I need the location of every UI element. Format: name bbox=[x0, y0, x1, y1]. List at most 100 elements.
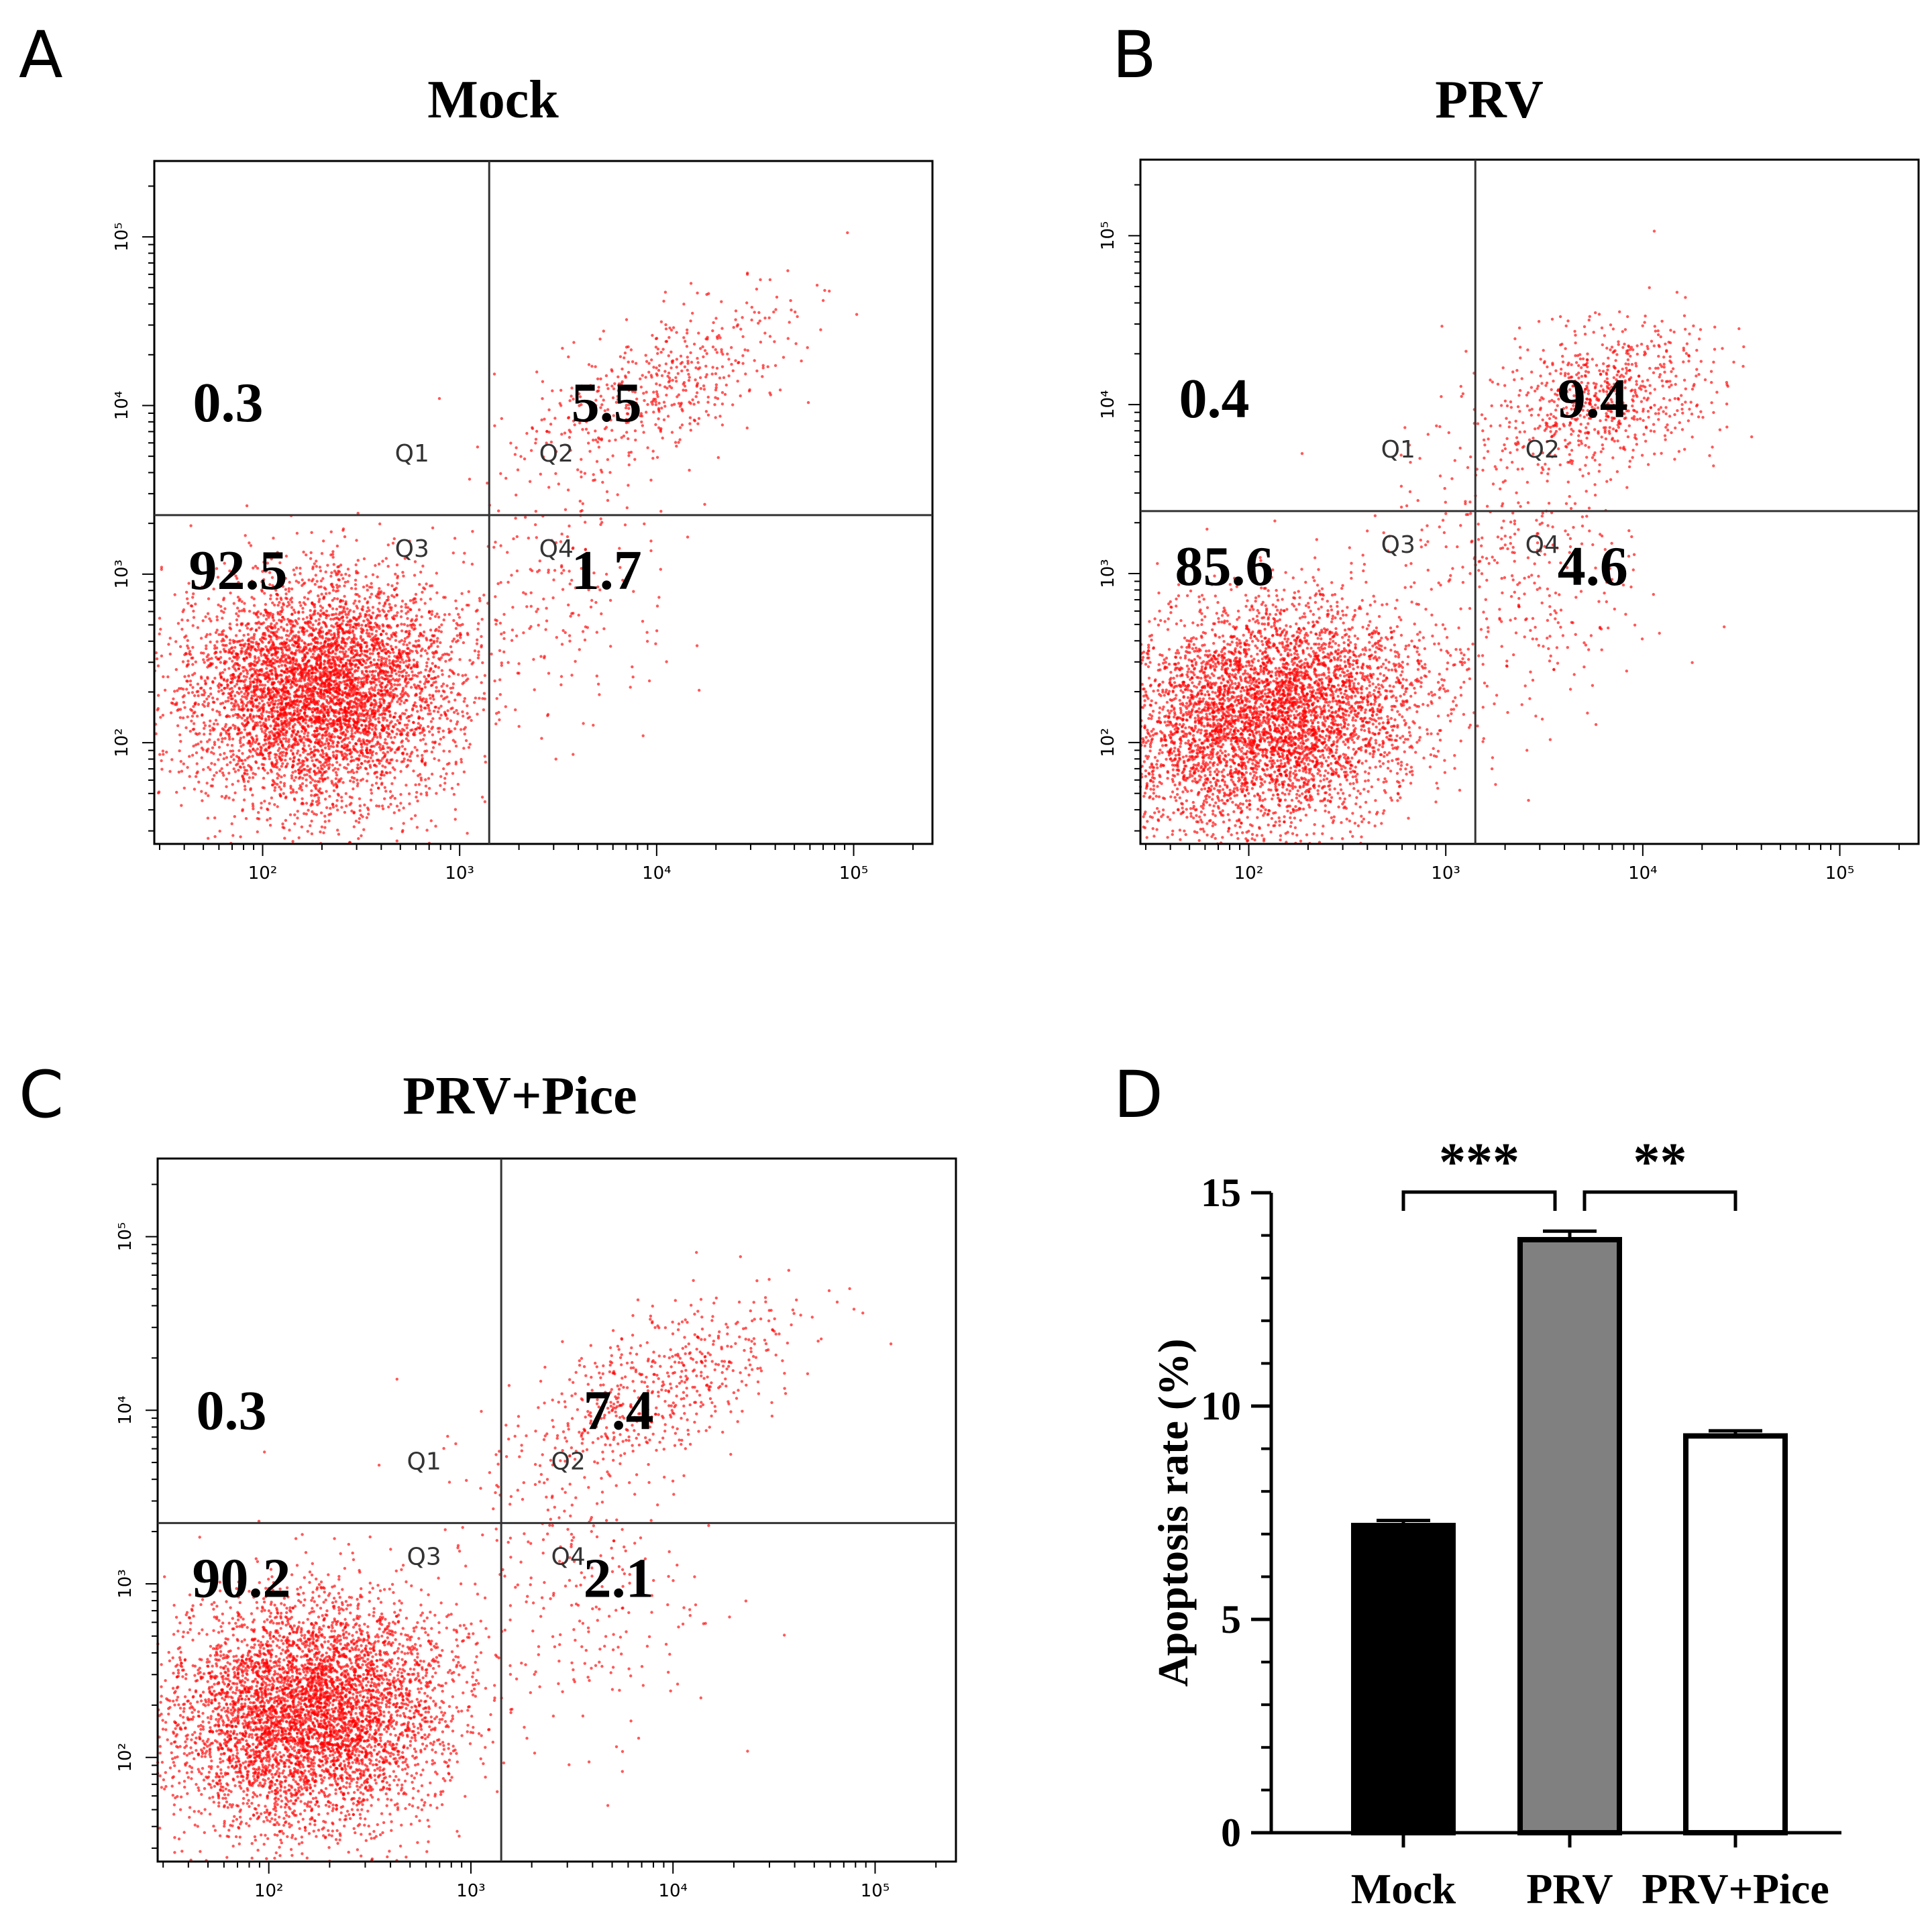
data-point bbox=[371, 688, 374, 692]
data-point bbox=[368, 652, 372, 655]
data-point bbox=[368, 613, 371, 617]
data-point bbox=[358, 754, 362, 757]
data-point bbox=[283, 663, 287, 667]
data-point bbox=[263, 800, 266, 803]
data-point bbox=[313, 665, 317, 669]
data-point bbox=[290, 651, 293, 655]
data-point bbox=[186, 602, 190, 605]
data-point bbox=[470, 718, 473, 722]
data-point bbox=[255, 661, 259, 665]
data-point bbox=[315, 681, 318, 684]
data-point bbox=[394, 645, 398, 649]
data-point bbox=[266, 771, 270, 775]
data-point bbox=[408, 755, 412, 758]
data-point bbox=[333, 684, 337, 687]
data-point bbox=[335, 586, 339, 590]
data-point bbox=[242, 735, 246, 739]
data-point bbox=[388, 606, 392, 609]
data-point bbox=[321, 653, 324, 656]
data-point bbox=[239, 745, 243, 748]
data-point bbox=[345, 669, 350, 672]
data-point bbox=[252, 771, 255, 775]
data-point bbox=[387, 761, 390, 765]
data-point bbox=[377, 655, 381, 658]
data-point bbox=[498, 718, 501, 722]
data-point bbox=[341, 529, 345, 532]
data-point bbox=[318, 790, 321, 794]
data-point bbox=[313, 610, 316, 614]
data-point bbox=[294, 733, 298, 736]
data-point bbox=[197, 780, 201, 784]
data-point bbox=[230, 701, 233, 705]
data-point bbox=[364, 654, 368, 657]
data-point bbox=[207, 765, 210, 769]
data-point bbox=[303, 748, 306, 752]
data-point bbox=[405, 671, 409, 675]
data-point bbox=[309, 664, 312, 667]
data-point bbox=[307, 643, 310, 647]
data-point bbox=[331, 607, 335, 610]
data-point bbox=[484, 760, 487, 764]
data-point bbox=[402, 643, 405, 646]
data-point bbox=[377, 562, 381, 566]
data-point bbox=[396, 611, 399, 614]
data-point bbox=[220, 609, 223, 612]
data-point bbox=[441, 729, 445, 733]
data-point bbox=[387, 680, 390, 684]
data-point bbox=[327, 765, 331, 769]
data-point bbox=[443, 777, 447, 780]
data-point bbox=[431, 733, 435, 737]
data-point bbox=[341, 781, 345, 784]
data-point bbox=[337, 669, 341, 672]
data-point bbox=[218, 769, 222, 773]
data-point bbox=[268, 635, 272, 638]
data-point bbox=[361, 672, 364, 675]
data-point bbox=[341, 714, 345, 718]
data-point bbox=[249, 680, 252, 684]
data-point bbox=[257, 811, 260, 814]
data-point bbox=[191, 691, 195, 694]
data-point bbox=[186, 619, 189, 622]
data-point bbox=[424, 706, 427, 710]
data-point bbox=[211, 662, 214, 665]
data-point bbox=[382, 709, 386, 712]
data-point bbox=[229, 692, 232, 696]
data-point bbox=[316, 748, 319, 752]
data-point bbox=[418, 583, 421, 586]
data-point bbox=[320, 708, 323, 712]
data-point bbox=[356, 681, 360, 684]
data-point bbox=[364, 669, 368, 673]
data-point bbox=[185, 680, 189, 683]
data-point bbox=[202, 768, 205, 771]
data-point bbox=[217, 633, 221, 637]
data-point bbox=[454, 599, 458, 602]
data-point bbox=[219, 672, 222, 675]
data-point bbox=[219, 650, 222, 654]
data-point bbox=[266, 818, 269, 822]
data-point bbox=[353, 670, 356, 674]
data-point bbox=[176, 622, 180, 625]
data-point bbox=[262, 743, 265, 747]
data-point bbox=[371, 611, 375, 614]
data-point bbox=[318, 787, 322, 791]
data-point bbox=[200, 790, 203, 794]
data-point bbox=[271, 661, 274, 665]
data-point bbox=[322, 692, 325, 696]
data-point bbox=[455, 708, 458, 712]
data-point bbox=[366, 760, 370, 764]
data-point bbox=[180, 618, 184, 622]
data-point bbox=[389, 802, 392, 806]
data-point bbox=[358, 653, 362, 657]
data-point bbox=[237, 609, 241, 613]
data-point bbox=[298, 600, 302, 604]
data-point bbox=[438, 716, 441, 720]
data-point bbox=[321, 780, 325, 783]
data-point bbox=[168, 769, 172, 773]
data-point bbox=[156, 664, 160, 667]
data-point bbox=[308, 687, 311, 691]
data-point bbox=[432, 709, 436, 713]
data-point bbox=[273, 702, 276, 706]
data-point bbox=[346, 744, 350, 748]
data-point bbox=[329, 670, 333, 674]
data-point bbox=[322, 720, 325, 723]
